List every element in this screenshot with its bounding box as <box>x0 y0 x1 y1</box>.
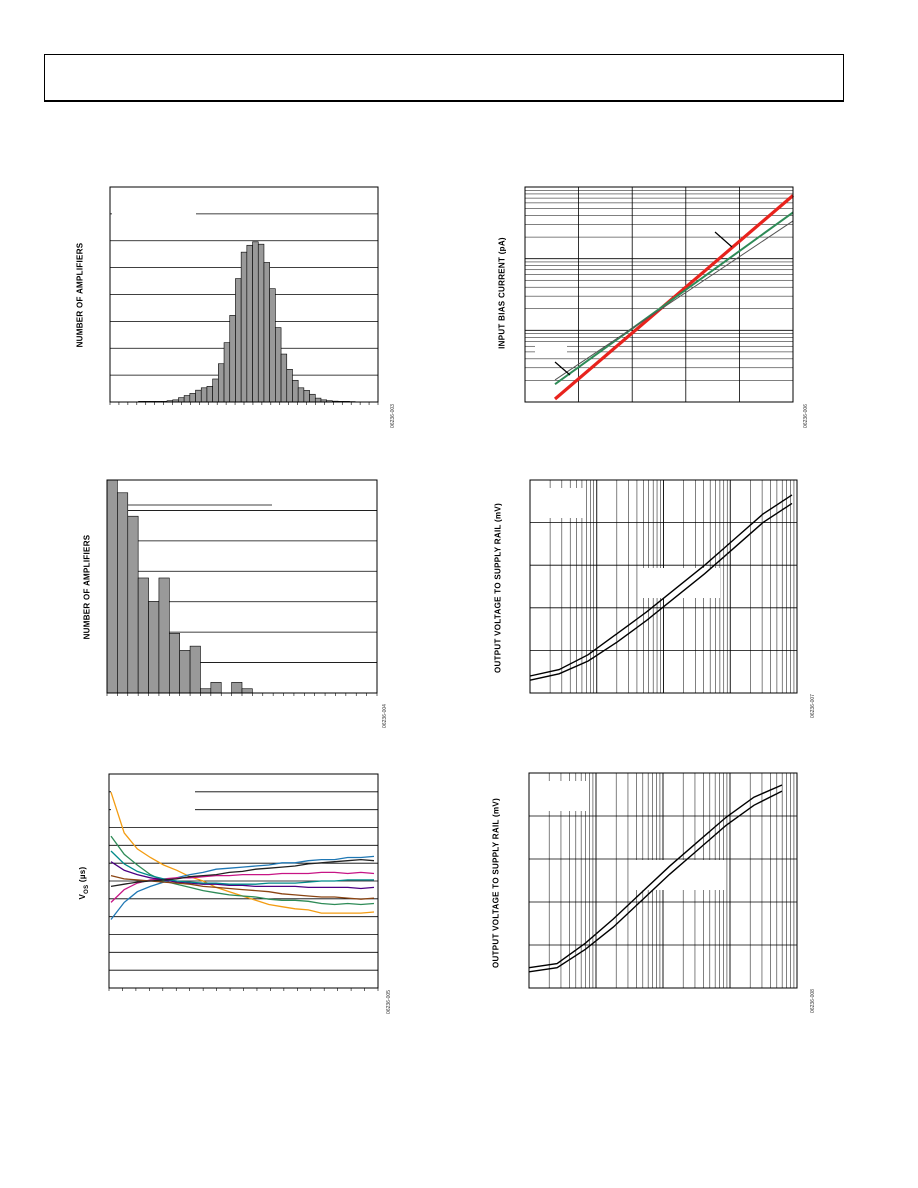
bar <box>179 650 191 694</box>
series-line <box>110 861 375 890</box>
bar <box>212 378 219 403</box>
legend-box <box>535 342 567 356</box>
series-line <box>110 835 375 906</box>
bar <box>195 389 202 403</box>
plot-frame <box>529 479 798 694</box>
bar <box>137 577 149 694</box>
legend-box <box>629 860 724 890</box>
legend-box <box>545 488 585 518</box>
series-line <box>554 220 794 381</box>
bar <box>210 682 222 694</box>
page-header-frame <box>44 54 844 102</box>
series-line <box>529 494 793 677</box>
bar <box>229 315 236 403</box>
series-line <box>528 790 783 973</box>
bar <box>127 515 139 694</box>
bar <box>158 577 170 694</box>
bar <box>275 327 282 403</box>
bar <box>286 369 293 403</box>
bar <box>178 397 185 403</box>
bar <box>148 601 160 694</box>
series-line <box>110 858 375 888</box>
bar <box>117 492 129 694</box>
plot-frame <box>524 186 794 403</box>
bar <box>303 390 310 403</box>
bar <box>292 379 299 403</box>
bar <box>206 386 213 403</box>
bar <box>218 363 225 403</box>
bar <box>200 688 212 694</box>
bar <box>183 395 191 403</box>
bar <box>263 262 270 403</box>
series-line <box>110 855 375 920</box>
bar <box>169 633 180 694</box>
bar <box>223 342 231 403</box>
plot-frame <box>528 772 798 989</box>
bar <box>269 288 276 403</box>
arrow <box>554 361 571 376</box>
bar <box>297 387 305 403</box>
bar <box>246 244 253 403</box>
arrow <box>714 231 733 248</box>
legend-box <box>111 784 195 814</box>
series-line <box>528 784 783 969</box>
bar <box>231 682 243 694</box>
bar <box>200 387 208 403</box>
series-line <box>529 502 793 681</box>
series-line <box>110 874 375 900</box>
bar <box>280 353 288 403</box>
bar <box>240 251 248 403</box>
bar <box>235 278 242 403</box>
bar <box>309 393 316 403</box>
legend-box <box>541 781 586 811</box>
series-line <box>110 850 374 885</box>
bar <box>257 243 265 403</box>
bar <box>252 241 259 403</box>
bar <box>189 645 201 694</box>
legend-box <box>112 207 196 221</box>
series-line <box>554 211 794 386</box>
bar <box>106 479 118 694</box>
bar <box>189 393 196 403</box>
bar <box>314 397 322 403</box>
bar <box>241 688 253 694</box>
series-line <box>110 871 375 903</box>
